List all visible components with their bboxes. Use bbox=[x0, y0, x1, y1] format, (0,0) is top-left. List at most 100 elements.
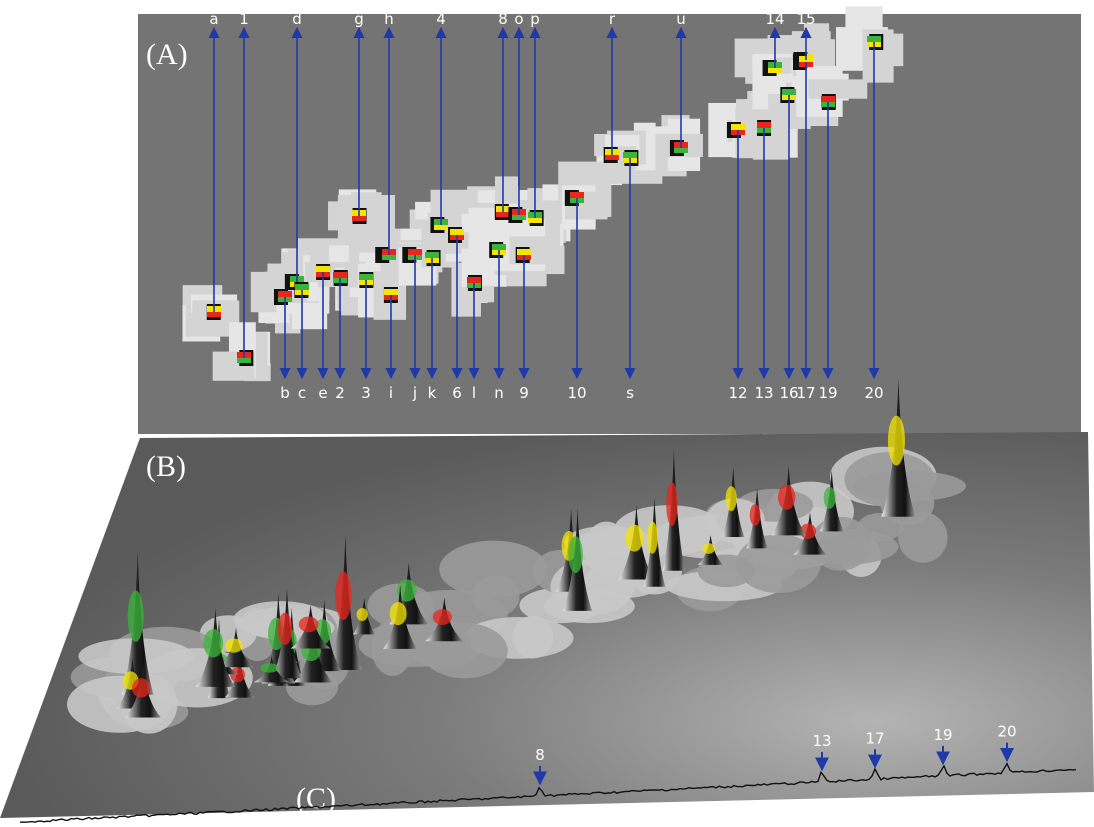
spot-label: e bbox=[318, 384, 327, 402]
peak-tip bbox=[277, 612, 293, 645]
spot bbox=[316, 266, 330, 272]
spot bbox=[867, 36, 881, 42]
peak-tip bbox=[749, 503, 761, 526]
panel-label: (B) bbox=[146, 450, 186, 483]
peak-label: 19 bbox=[933, 726, 952, 744]
spot bbox=[450, 229, 464, 235]
spot bbox=[207, 312, 221, 317]
surface-bump bbox=[512, 615, 554, 659]
surface-bump bbox=[853, 470, 966, 502]
peak-tip bbox=[647, 521, 658, 554]
spot-label: d bbox=[292, 10, 302, 28]
spot bbox=[295, 284, 309, 290]
spot bbox=[434, 225, 448, 230]
spot bbox=[674, 148, 688, 153]
arrows bbox=[208, 26, 880, 380]
peak-tip bbox=[389, 601, 407, 626]
spot-label: r bbox=[609, 10, 616, 28]
spot-label: j bbox=[412, 384, 417, 402]
peak-tip bbox=[666, 482, 678, 526]
panel-label: (A) bbox=[146, 38, 188, 71]
spot bbox=[757, 122, 771, 128]
spot-label: b bbox=[280, 384, 290, 402]
spot bbox=[528, 218, 542, 223]
peak-tip bbox=[225, 638, 243, 653]
peak-tip bbox=[432, 609, 452, 625]
spot bbox=[517, 249, 531, 255]
peak-tip bbox=[356, 608, 368, 622]
peak-tip bbox=[260, 663, 279, 673]
spot bbox=[821, 96, 835, 102]
peak-label: 8 bbox=[535, 746, 545, 764]
spot-label: k bbox=[428, 384, 437, 402]
peak-tip bbox=[132, 678, 151, 698]
spot-label: s bbox=[626, 384, 634, 402]
peak-tip bbox=[887, 415, 905, 466]
spot-label: 3 bbox=[361, 384, 371, 402]
panel-a-background bbox=[138, 14, 1081, 434]
spot bbox=[731, 124, 745, 130]
spot-map bbox=[182, 6, 904, 382]
spot-label: 13 bbox=[754, 384, 773, 402]
spot bbox=[237, 358, 251, 363]
spot-label: 9 bbox=[519, 384, 529, 402]
panel-label: (C) bbox=[296, 782, 336, 815]
peak-tip bbox=[230, 667, 246, 683]
spot-label: 15 bbox=[796, 10, 815, 28]
spot bbox=[492, 244, 506, 250]
peak-tip bbox=[335, 571, 352, 621]
spot-label: 12 bbox=[728, 384, 747, 402]
spot-region bbox=[808, 79, 868, 99]
spot-label: g bbox=[354, 10, 364, 28]
spot bbox=[768, 68, 782, 73]
spot bbox=[359, 274, 373, 280]
peak-tip bbox=[568, 536, 583, 574]
spot-label: 2 bbox=[335, 384, 345, 402]
spot-label: 4 bbox=[436, 10, 446, 28]
spot bbox=[605, 155, 619, 160]
spot-label: l bbox=[472, 384, 476, 402]
spot bbox=[467, 277, 481, 283]
peak-tip bbox=[702, 543, 715, 554]
spot bbox=[352, 216, 366, 221]
spot bbox=[382, 255, 396, 260]
spot-label: u bbox=[676, 10, 686, 28]
spot bbox=[408, 249, 422, 255]
spot-label: 20 bbox=[864, 384, 883, 402]
spot-label: 17 bbox=[796, 384, 815, 402]
peak-tip bbox=[298, 616, 319, 633]
spot bbox=[425, 252, 439, 258]
surface-bump bbox=[439, 540, 548, 598]
spot-label: o bbox=[514, 10, 523, 28]
spot-label: 19 bbox=[818, 384, 837, 402]
spot bbox=[623, 152, 637, 158]
peak-tip bbox=[823, 486, 836, 509]
chromatogram-trace bbox=[19, 762, 1077, 823]
spot bbox=[512, 215, 526, 220]
spot-label: 1 bbox=[239, 10, 249, 28]
spot bbox=[496, 212, 510, 217]
spot-label: 16 bbox=[779, 384, 798, 402]
spot bbox=[384, 289, 398, 295]
surface-plot bbox=[67, 378, 966, 734]
spot-label: 14 bbox=[765, 10, 784, 28]
peak-label: 20 bbox=[997, 723, 1016, 741]
peak-tip bbox=[625, 524, 644, 552]
peak-tip bbox=[777, 484, 796, 510]
spot-label: n bbox=[494, 384, 504, 402]
spot bbox=[278, 291, 292, 297]
spot-label: a bbox=[209, 10, 218, 28]
spot-label: 6 bbox=[452, 384, 462, 402]
spot-label: i bbox=[389, 384, 393, 402]
peak-tip bbox=[725, 486, 737, 512]
surface-bump bbox=[898, 512, 948, 563]
spot bbox=[782, 89, 796, 95]
spot-label: 8 bbox=[498, 10, 508, 28]
peak-tip bbox=[203, 628, 224, 658]
peak-tip bbox=[396, 579, 417, 602]
peak-tip bbox=[127, 590, 144, 642]
spot-label: c bbox=[298, 384, 306, 402]
spot-label: h bbox=[384, 10, 394, 28]
spot-label: p bbox=[530, 10, 540, 28]
